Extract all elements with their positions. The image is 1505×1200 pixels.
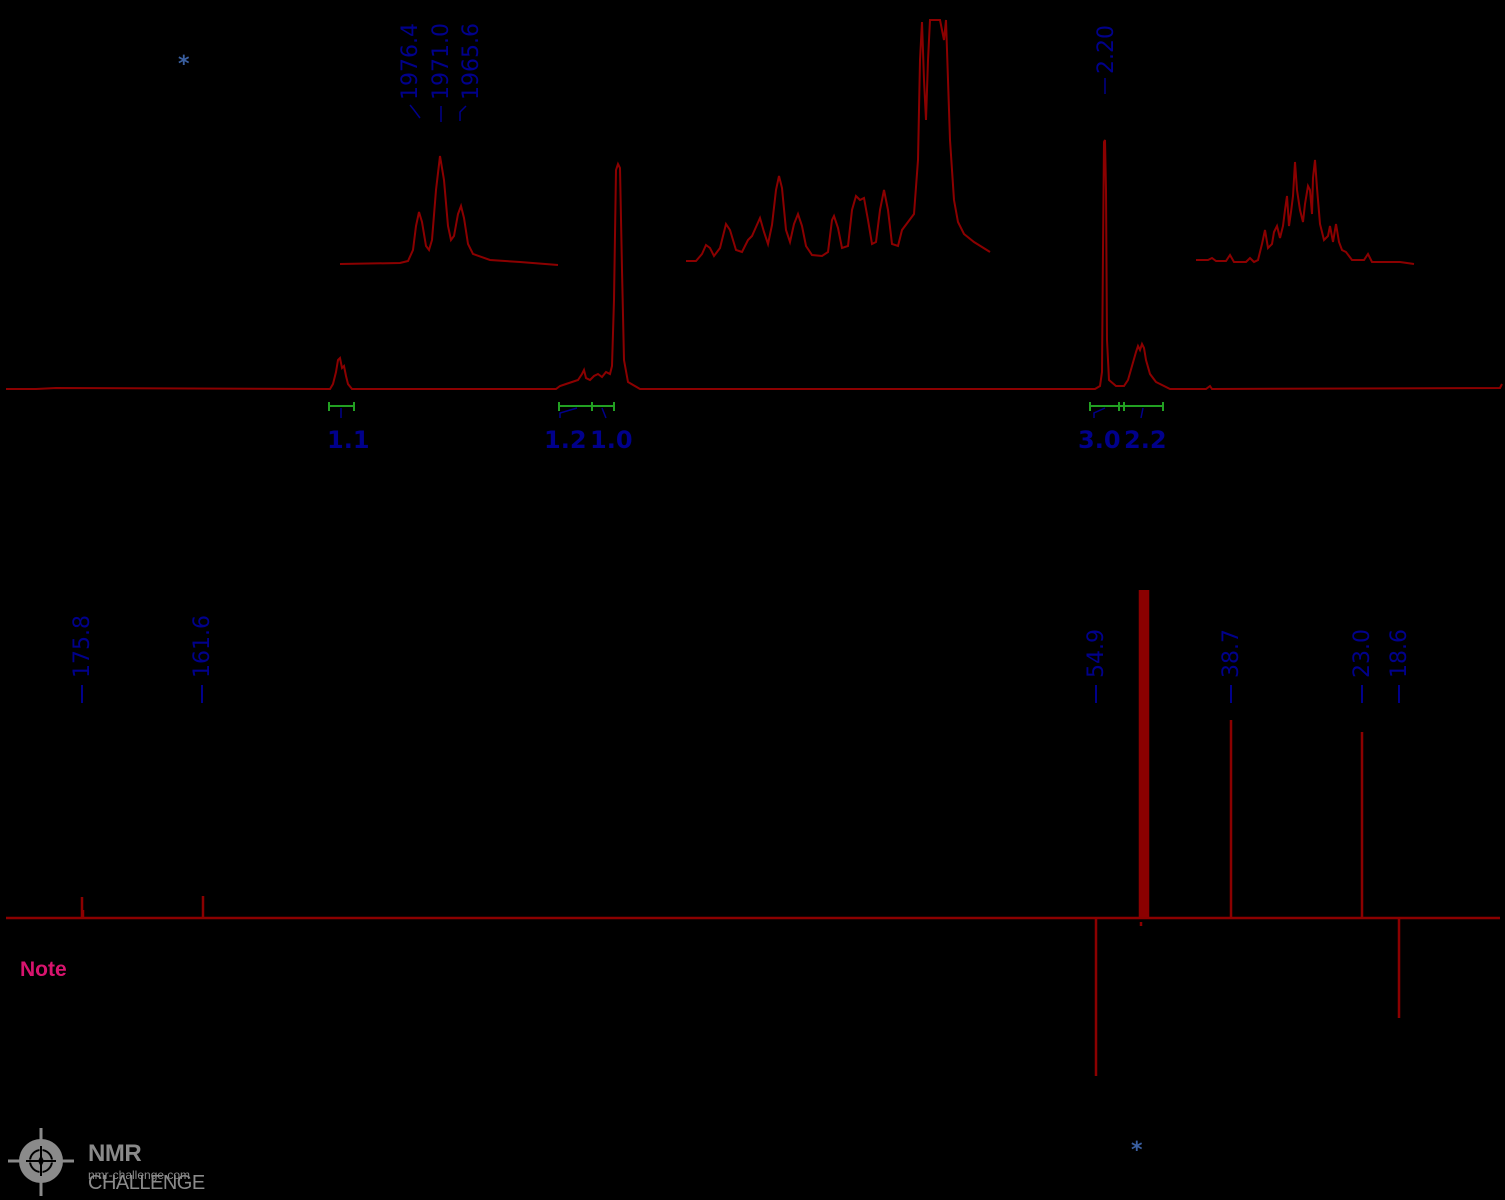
c13-peak-label: 38.7 bbox=[1219, 629, 1244, 678]
c13-peak-label: 23.0 bbox=[1350, 629, 1375, 678]
c13-peak-label: 161.6 bbox=[190, 615, 215, 678]
integral-label: 1.0 bbox=[590, 426, 633, 454]
multiplet-inset-middle bbox=[686, 19, 991, 262]
inset-peak-label: 1976.4 bbox=[398, 23, 423, 100]
nmr-challenge-logo: NMR CHALLENGE nmr-challenge.com bbox=[8, 1128, 248, 1196]
multiplet-inset-right bbox=[1196, 159, 1415, 265]
c13-spectrum bbox=[6, 590, 1500, 1076]
solvent-star-marker: * bbox=[178, 52, 190, 77]
h1-integral-leaders bbox=[340, 407, 1144, 419]
h1-integrals bbox=[328, 402, 1164, 411]
inset-peak-label: 1965.6 bbox=[459, 23, 484, 100]
crosshair-icon bbox=[8, 1128, 74, 1196]
h1-spectrum bbox=[6, 139, 1503, 391]
c13-peak-label: 18.6 bbox=[1387, 629, 1412, 678]
h1-peak-label: 2.20 bbox=[1094, 25, 1119, 74]
c13-peak-label: 175.8 bbox=[70, 615, 95, 678]
c13-peak-label: 54.9 bbox=[1084, 629, 1109, 678]
integral-label: 1.2 bbox=[544, 426, 587, 454]
logo-title: NMR CHALLENGE bbox=[88, 1140, 205, 1194]
integral-label: 3.0 bbox=[1078, 426, 1121, 454]
integral-label: 2.2 bbox=[1124, 426, 1167, 454]
note-label: Note bbox=[20, 958, 67, 981]
c13-peak-leaders bbox=[81, 685, 1400, 703]
integral-label: 1.1 bbox=[327, 426, 370, 454]
triplet-inset bbox=[339, 155, 559, 266]
inset-peak-label: 1971.0 bbox=[429, 23, 454, 100]
logo-url: nmr-challenge.com bbox=[88, 1168, 191, 1182]
h1-peak-leaders bbox=[409, 78, 1106, 122]
solvent-star-marker: * bbox=[1131, 1138, 1143, 1163]
